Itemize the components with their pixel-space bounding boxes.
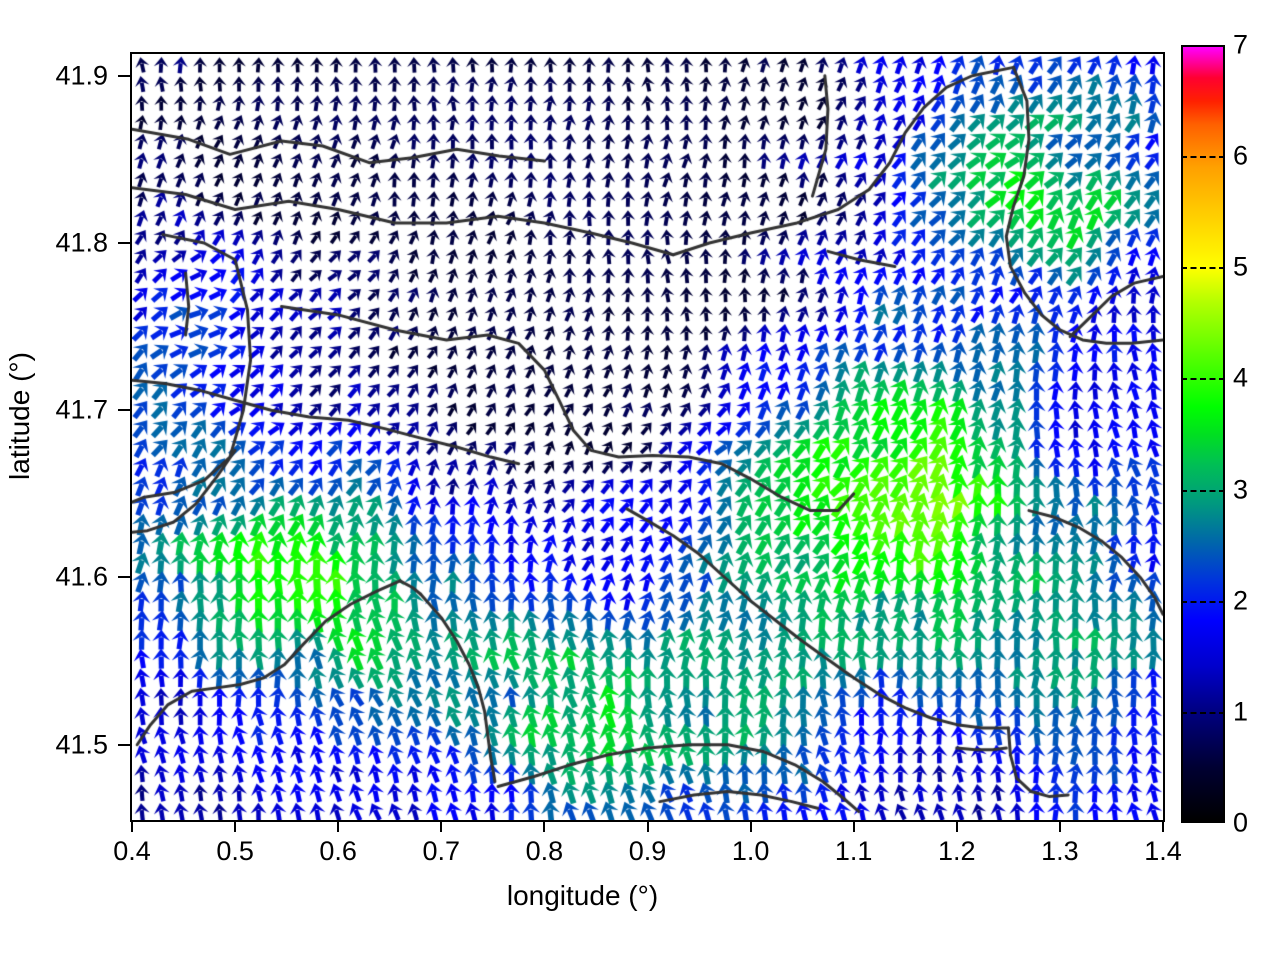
colorbar-tick [1181,711,1225,714]
y-tick [118,241,132,244]
x-tick [1058,820,1061,832]
colorbar-tick [1181,156,1225,159]
x-tick-label: 0.7 [422,836,461,866]
x-tick [646,820,649,832]
terrain-contour-overlay [132,54,1163,820]
y-tick-label: 41.5 [55,729,108,760]
x-tick-label: 1.0 [731,836,770,866]
y-tick [118,743,132,746]
colorbar-tick [1181,267,1225,270]
y-tick-label: 41.7 [55,394,108,425]
y-tick [118,576,132,579]
x-tick [337,820,340,832]
y-tick-label: 41.9 [55,60,108,91]
x-tick [749,820,752,832]
y-tick-label: 41.6 [55,561,108,592]
colorbar-tick [1181,489,1225,492]
x-tick-label: 1.1 [834,836,873,866]
x-axis-title: longitude (°) [506,880,659,911]
x-tick-label: 0.6 [319,836,357,866]
colorbar [1181,45,1225,823]
x-tick [234,820,237,832]
colorbar-tick [1181,378,1225,381]
y-axis-title: latitude (°) [4,352,35,480]
colorbar-tick-label: 4 [1233,362,1249,393]
x-tick-label: 0.9 [628,836,667,866]
colorbar-gradient [1181,45,1225,823]
colorbar-tick-label: 6 [1233,140,1249,171]
x-tick [852,820,855,832]
colorbar-tick [1181,600,1225,603]
x-tick-label: 1.3 [1041,836,1079,866]
x-tick [543,820,546,832]
colorbar-tick-label: 2 [1233,585,1249,616]
x-tick [440,820,443,832]
x-tick [1162,820,1164,832]
x-tick-label: 0.4 [113,836,151,866]
colorbar-tick-label: 7 [1233,29,1249,60]
plot-area [130,52,1165,822]
x-tick-label: 0.8 [525,836,564,866]
x-tick-label: 1.4 [1144,836,1182,866]
x-tick-label: 1.2 [938,836,976,866]
y-tick-label: 41.8 [55,227,108,258]
colorbar-tick-label: 3 [1233,474,1249,505]
x-tick-label: 0.5 [216,836,254,866]
y-tick [118,74,132,77]
x-tick [955,820,958,832]
colorbar-tick-label: 0 [1233,807,1249,838]
colorbar-tick-label: 5 [1233,251,1249,282]
colorbar-tick-label: 1 [1233,696,1249,727]
y-tick [118,409,132,412]
x-tick [131,820,133,832]
